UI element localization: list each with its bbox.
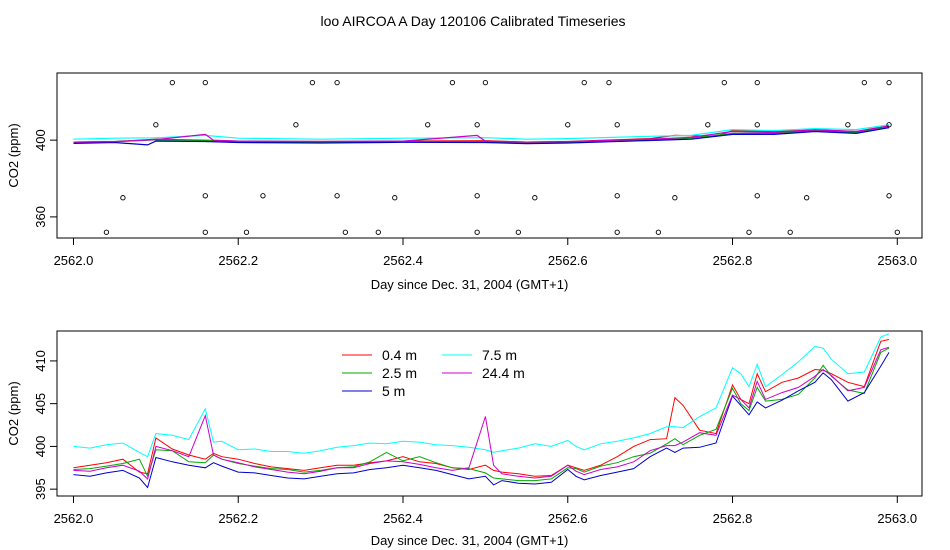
page-title: loo AIRCOA A Day 120106 Calibrated Times… [320,13,625,29]
legend-entry: 24.4 m [482,365,525,381]
scatter-point [293,122,299,128]
plot-frame [56,330,923,497]
scatter-point [392,195,398,201]
scatter-point [746,229,752,235]
series-line-0-4-m [73,339,890,477]
x-tick-label: 2562.2 [218,253,258,268]
scatter-point [474,122,480,128]
scatter-point [886,122,892,128]
top-panel: 2562.0 2562.2 2562.4 2562.6 2562.8 2563.0 360 4… [6,72,923,292]
scatter-point [482,79,489,86]
scatter-point [449,79,456,86]
scatter-point [581,79,587,86]
scatter-point [672,195,678,201]
x-tick-label: 2562.4 [383,253,423,268]
scatter-point [474,193,480,199]
scatter-point [169,79,175,86]
x-axis-label: Day since Dec. 31, 2004 (GMT+1) [371,277,569,292]
series-line-24-4-m [73,125,890,143]
legend: 0.4 m 2.5 m 5 m 7.5 m 24.4 m [342,347,525,399]
scatter-point [886,193,892,199]
scatter-point [103,229,110,235]
y-tick-label: 405 [33,393,48,415]
bottom-panel: 2562.0 2562.2 2562.4 2562.6 2562.8 2563.0 395 4… [6,330,923,548]
scatter-point [334,79,340,86]
scatter-point [894,229,900,235]
scatter-point [861,79,867,86]
y-axis-label: CO2 (ppm) [6,381,21,445]
x-tick-label: 2562.4 [383,511,423,526]
series-line-5-m [73,127,890,146]
scatter-point [334,193,340,199]
x-tick-label: 2562.6 [548,511,588,526]
series-line-2-5-m [73,347,890,482]
scatter-point [532,195,538,201]
x-tick-label: 2563.0 [877,511,917,526]
scatter-point [202,229,208,235]
y-axis-label: CO2 (ppm) [6,123,21,187]
plot-frame [56,72,923,239]
scatter-point [655,229,662,235]
scatter-point [515,229,521,235]
y-tick-label: 400 [33,129,48,151]
scatter-point [845,122,851,128]
series-group [73,333,890,489]
scatter-point [120,195,126,201]
scatter-point [804,195,810,201]
x-tick-label: 2562.0 [54,253,94,268]
x-tick-label: 2562.2 [218,511,258,526]
legend-entry: 0.4 m [382,347,417,363]
scatter-point [565,122,571,128]
scatter-point [721,79,727,86]
scatter-point [754,79,760,86]
scatter-point [342,229,348,235]
x-tick-label: 2562.6 [548,253,588,268]
scatter-point [202,79,208,86]
y-tick-label: 410 [33,350,48,372]
scatter-point [705,122,711,128]
x-tick-label: 2563.0 [877,253,917,268]
scatter-point [787,229,793,235]
series-group [73,79,900,235]
scatter-point [309,79,316,86]
legend-entry: 5 m [382,383,405,399]
series-line-24-4-m [73,346,890,480]
scatter-point [260,193,266,199]
scatter-point [243,229,250,235]
y-tick-label: 400 [33,436,48,458]
scatter-point [614,193,620,199]
scatter-point [754,122,760,128]
legend-entry: 7.5 m [482,347,517,363]
y-tick-label: 360 [33,206,48,228]
x-tick-label: 2562.8 [713,253,753,268]
scatter-point [474,229,480,235]
scatter-point [606,79,612,86]
scatter-point [202,193,208,199]
scatter-point [614,122,620,128]
x-axis-label: Day since Dec. 31, 2004 (GMT+1) [371,533,569,548]
series-line-5-m [73,352,890,489]
scatter-point [614,229,620,235]
legend-entry: 2.5 m [382,365,417,381]
y-tick-label: 395 [33,478,48,500]
scatter-point [425,122,431,128]
scatter-point [375,229,381,235]
x-tick-label: 2562.8 [713,511,753,526]
series-line-7-5-m [73,333,890,458]
scatter-point [153,122,159,128]
x-tick-label: 2562.0 [54,511,94,526]
scatter-point [886,79,892,86]
scatter-point [754,193,760,199]
